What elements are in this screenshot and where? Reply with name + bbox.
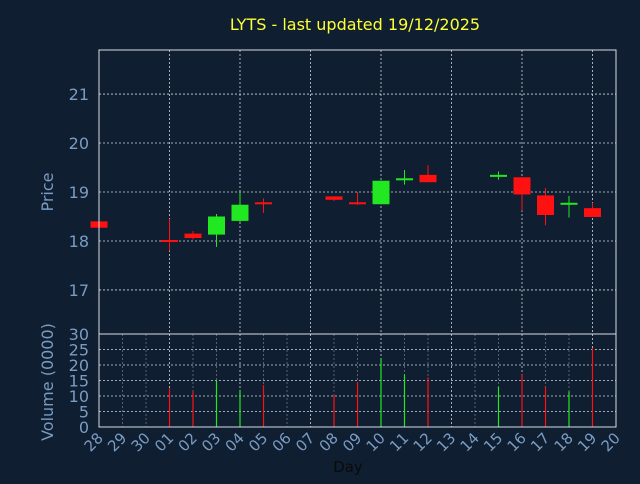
price-tick-label: 20 (69, 134, 89, 153)
price-tick-label: 18 (69, 232, 89, 251)
candle-body (325, 196, 343, 200)
volume-tick-label: 20 (69, 356, 89, 375)
volume-tick-label: 30 (69, 325, 89, 344)
volume-tick-label: 0 (79, 418, 89, 437)
volume-tick-label: 5 (79, 403, 89, 422)
frame-layer (98, 49, 617, 428)
candle-body (161, 239, 178, 242)
volume-axis-label: Volume (0000) (38, 323, 57, 441)
price-tick-label: 19 (69, 183, 89, 202)
candle-body (372, 180, 390, 205)
candle-body (349, 202, 366, 205)
x-axis-label: Day (333, 458, 363, 476)
volume-panel-frame (98, 333, 617, 428)
candle-body (231, 204, 249, 221)
price-tick-label: 21 (69, 85, 89, 104)
candle-body (255, 202, 272, 205)
candle-body (537, 195, 554, 216)
candle-body (513, 177, 531, 195)
candle-body (584, 208, 601, 217)
volume-tick-label: 15 (69, 372, 89, 391)
candle-body (560, 202, 578, 205)
candle-body (419, 174, 437, 183)
candle-body (490, 174, 507, 177)
candle-body (208, 216, 225, 235)
chart-title: LYTS - last updated 19/12/2025 (230, 15, 480, 34)
volume-bars (168, 347, 594, 427)
volume-tick-label: 25 (69, 341, 89, 360)
volume-tick-label: 10 (69, 387, 89, 406)
price-axis-label: Price (38, 172, 57, 211)
price-tick-label: 17 (69, 281, 89, 300)
candle-body (184, 233, 202, 239)
candle-body (396, 178, 413, 181)
